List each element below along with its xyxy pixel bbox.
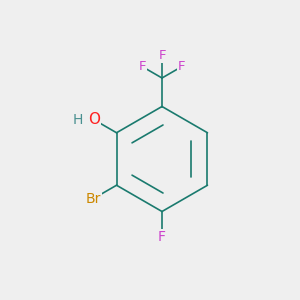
Text: F: F <box>139 60 146 73</box>
Text: F: F <box>158 49 166 62</box>
Text: H: H <box>73 113 83 127</box>
Text: Br: Br <box>85 192 101 206</box>
Text: F: F <box>178 60 185 73</box>
Text: F: F <box>158 230 166 244</box>
Text: O: O <box>88 112 101 128</box>
